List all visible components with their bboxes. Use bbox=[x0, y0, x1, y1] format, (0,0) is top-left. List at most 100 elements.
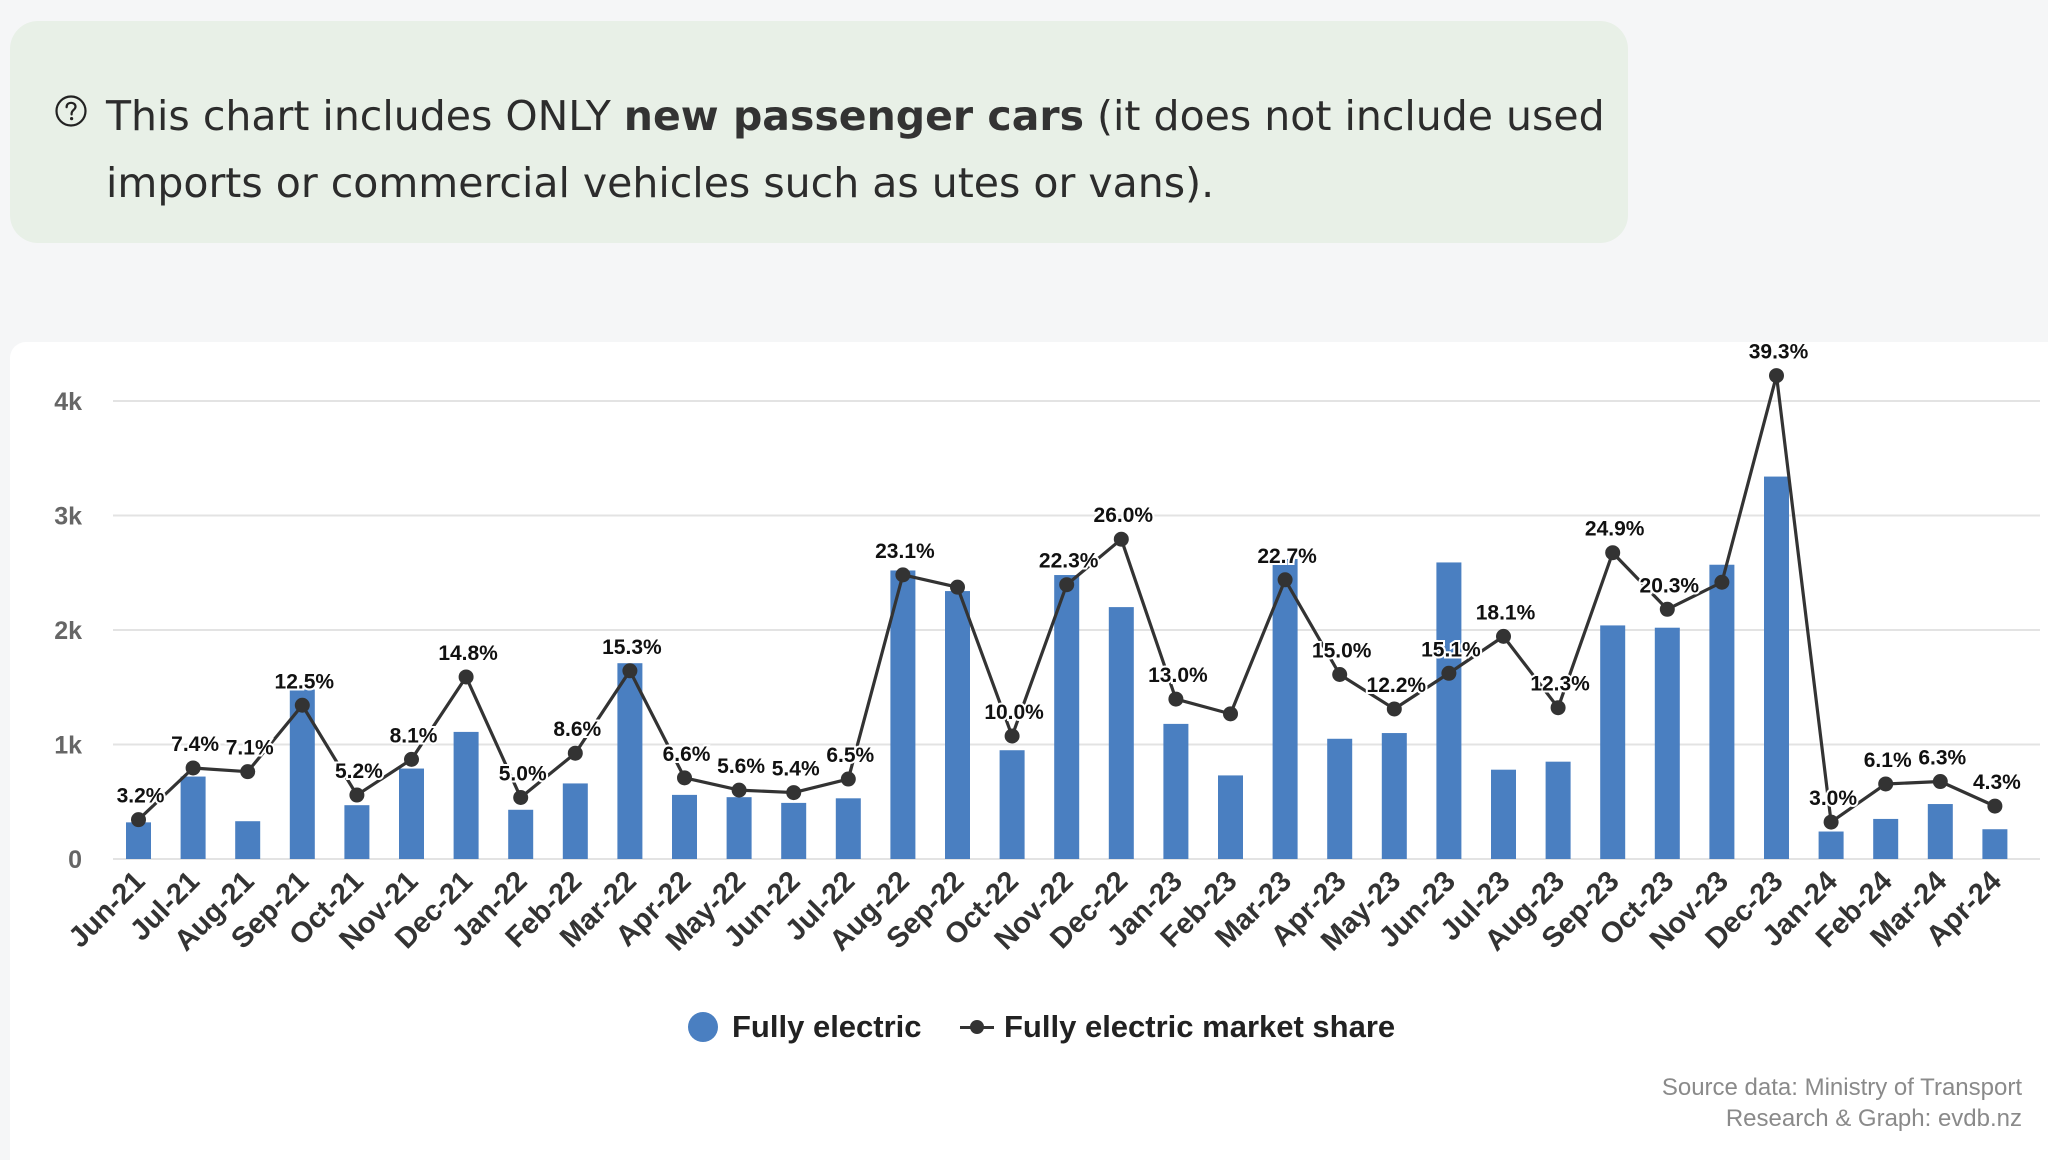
bar-Jun-21[interactable] bbox=[126, 822, 151, 859]
share-point-Jul-21[interactable] bbox=[185, 760, 201, 776]
share-data-label: 10.0% bbox=[984, 701, 1044, 724]
legend-line-swatch bbox=[960, 1012, 994, 1042]
share-point-Mar-22[interactable] bbox=[622, 663, 638, 679]
bar-Nov-23[interactable] bbox=[1709, 564, 1735, 859]
share-point-Feb-23[interactable] bbox=[1223, 706, 1238, 722]
bar-Apr-24[interactable] bbox=[1982, 829, 2008, 859]
share-data-label: 5.2% bbox=[335, 760, 383, 783]
bar-Feb-23[interactable] bbox=[1218, 775, 1243, 859]
share-point-Jul-22[interactable] bbox=[840, 771, 856, 787]
share-point-Nov-23[interactable] bbox=[1714, 574, 1730, 590]
bar-Jun-22[interactable] bbox=[781, 802, 807, 859]
info-text-after: (it does not include used imports or com… bbox=[106, 92, 1605, 207]
share-data-label: 6.5% bbox=[826, 744, 874, 767]
bar-Jul-21[interactable] bbox=[180, 776, 206, 859]
bar-Dec-22[interactable] bbox=[1108, 607, 1134, 859]
share-data-label: 22.7% bbox=[1257, 545, 1317, 568]
share-data-label: 8.6% bbox=[553, 718, 601, 741]
bar-Jun-23[interactable] bbox=[1436, 562, 1462, 859]
share-data-label: 6.1% bbox=[1864, 749, 1912, 772]
share-point-Jan-24[interactable] bbox=[1823, 814, 1839, 830]
share-point-Apr-24[interactable] bbox=[1987, 798, 2003, 814]
share-data-label: 7.1% bbox=[226, 737, 274, 760]
bar-Aug-23[interactable] bbox=[1545, 761, 1571, 859]
share-point-Apr-23[interactable] bbox=[1332, 667, 1348, 682]
share-point-Nov-22[interactable] bbox=[1059, 577, 1075, 593]
share-point-Aug-22[interactable] bbox=[895, 567, 911, 583]
bar-Oct-21[interactable] bbox=[344, 805, 370, 859]
bar-Aug-22[interactable] bbox=[890, 570, 916, 859]
bar-Mar-22[interactable] bbox=[617, 663, 643, 859]
y-tick-label: 3k bbox=[54, 503, 82, 531]
bar-Jul-23[interactable] bbox=[1491, 769, 1516, 859]
share-point-Dec-21[interactable] bbox=[458, 669, 474, 685]
share-point-Aug-23[interactable] bbox=[1550, 700, 1566, 716]
bar-Apr-23[interactable] bbox=[1327, 738, 1353, 859]
share-point-May-23[interactable] bbox=[1386, 701, 1402, 717]
share-point-Oct-23[interactable] bbox=[1659, 601, 1675, 617]
share-point-Jul-23[interactable] bbox=[1496, 628, 1511, 644]
info-banner: This chart includes ONLY new passenger c… bbox=[10, 21, 1628, 243]
bar-Aug-21[interactable] bbox=[235, 821, 261, 859]
bar-Nov-22[interactable] bbox=[1054, 575, 1080, 859]
bar-Jul-22[interactable] bbox=[835, 798, 861, 859]
share-data-label: 22.3% bbox=[1039, 550, 1099, 573]
share-point-Dec-23[interactable] bbox=[1769, 368, 1784, 384]
share-point-Jun-21[interactable] bbox=[131, 812, 146, 828]
share-point-Dec-22[interactable] bbox=[1113, 531, 1129, 547]
bar-Dec-23[interactable] bbox=[1764, 476, 1789, 859]
share-data-label: 6.6% bbox=[663, 743, 711, 766]
share-point-Sep-21[interactable] bbox=[294, 697, 310, 713]
share-point-Apr-22[interactable] bbox=[677, 770, 692, 786]
share-data-label: 3.0% bbox=[1809, 787, 1857, 810]
share-point-Sep-23[interactable] bbox=[1605, 545, 1621, 561]
share-data-label: 12.5% bbox=[275, 670, 335, 693]
share-point-Mar-24[interactable] bbox=[1932, 774, 1948, 790]
share-data-label: 23.1% bbox=[875, 540, 935, 563]
legend-item-line[interactable]: Fully electric market share bbox=[960, 1009, 1395, 1045]
share-point-Jan-22[interactable] bbox=[513, 790, 529, 805]
bar-Nov-21[interactable] bbox=[399, 768, 424, 859]
share-point-Feb-22[interactable] bbox=[567, 745, 583, 761]
bar-Oct-23[interactable] bbox=[1654, 627, 1680, 859]
share-data-label: 39.3% bbox=[1749, 341, 1809, 364]
source-credit: Source data: Ministry of Transport Resea… bbox=[1662, 1072, 2022, 1134]
bar-Jan-24[interactable] bbox=[1818, 831, 1844, 859]
bar-Sep-23[interactable] bbox=[1600, 625, 1626, 859]
bar-May-23[interactable] bbox=[1381, 733, 1407, 859]
share-point-Mar-23[interactable] bbox=[1277, 572, 1293, 588]
share-point-Jun-22[interactable] bbox=[786, 785, 802, 801]
share-point-Jun-23[interactable] bbox=[1441, 665, 1457, 681]
bar-Jan-22[interactable] bbox=[508, 809, 534, 859]
bar-Oct-22[interactable] bbox=[999, 750, 1025, 859]
share-data-label: 15.0% bbox=[1312, 640, 1372, 663]
bar-Feb-22[interactable] bbox=[562, 783, 588, 859]
share-point-Sep-22[interactable] bbox=[950, 579, 965, 595]
share-point-May-22[interactable] bbox=[731, 782, 747, 798]
bar-Mar-23[interactable] bbox=[1272, 559, 1298, 859]
bar-Apr-22[interactable] bbox=[672, 794, 697, 859]
share-data-label: 18.1% bbox=[1476, 601, 1536, 624]
share-point-Oct-22[interactable] bbox=[1004, 728, 1020, 744]
share-data-label: 13.0% bbox=[1148, 664, 1208, 687]
bar-Feb-24[interactable] bbox=[1873, 818, 1899, 859]
share-point-Nov-21[interactable] bbox=[404, 751, 419, 767]
source-line-2: Research & Graph: evdb.nz bbox=[1725, 1105, 2022, 1132]
share-point-Aug-21[interactable] bbox=[240, 764, 256, 780]
share-point-Jan-23[interactable] bbox=[1168, 691, 1184, 707]
share-data-label: 8.1% bbox=[390, 724, 438, 747]
info-text-before: This chart includes ONLY bbox=[106, 92, 624, 140]
share-data-label: 5.6% bbox=[717, 755, 765, 778]
share-point-Feb-24[interactable] bbox=[1878, 776, 1894, 792]
legend-bar-swatch bbox=[688, 1012, 718, 1042]
bar-May-22[interactable] bbox=[726, 797, 752, 859]
share-data-label: 7.4% bbox=[171, 733, 219, 756]
bar-Mar-24[interactable] bbox=[1927, 804, 1953, 859]
bar-Jan-23[interactable] bbox=[1163, 723, 1189, 859]
legend-item-bars[interactable]: Fully electric bbox=[688, 1009, 922, 1045]
bar-Dec-21[interactable] bbox=[453, 731, 479, 859]
y-tick-label: 4k bbox=[54, 388, 82, 416]
share-point-Oct-21[interactable] bbox=[349, 787, 365, 803]
chart-legend: Fully electric Fully electric market sha… bbox=[0, 1009, 2048, 1053]
bar-Sep-22[interactable] bbox=[945, 591, 970, 859]
